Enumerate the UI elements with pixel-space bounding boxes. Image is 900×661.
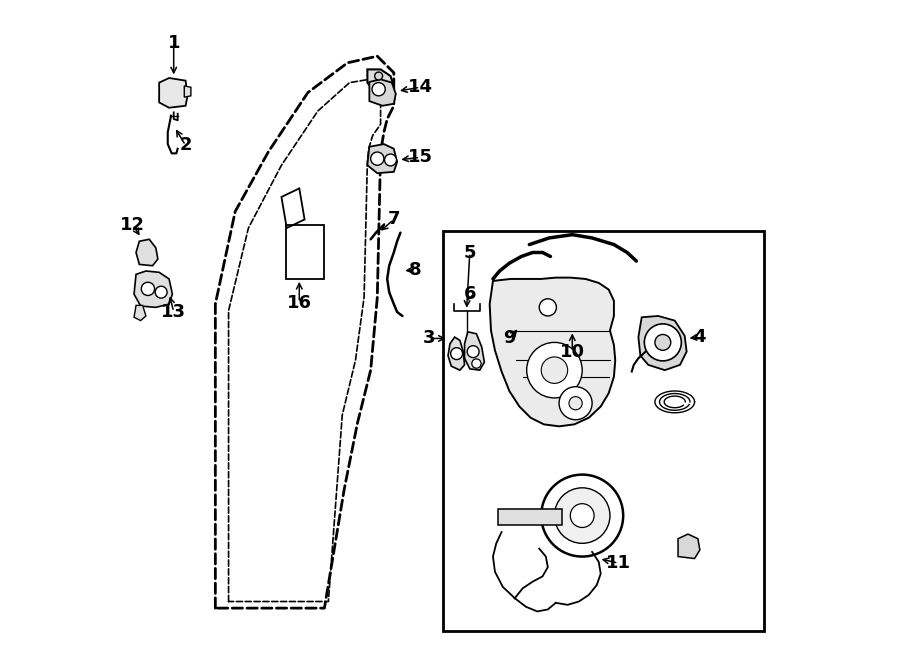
Circle shape	[467, 346, 479, 358]
Text: 14: 14	[408, 78, 433, 97]
Circle shape	[526, 342, 582, 398]
Polygon shape	[369, 79, 396, 106]
Text: 7: 7	[388, 210, 400, 229]
Circle shape	[571, 504, 594, 527]
Polygon shape	[184, 86, 191, 97]
Polygon shape	[134, 271, 173, 307]
Text: 3: 3	[423, 329, 435, 348]
Text: 1: 1	[167, 34, 180, 52]
Circle shape	[554, 488, 610, 543]
Polygon shape	[490, 278, 616, 426]
Circle shape	[541, 475, 623, 557]
Circle shape	[384, 154, 397, 166]
Text: 11: 11	[606, 554, 631, 572]
Text: 9: 9	[503, 329, 516, 348]
Circle shape	[141, 282, 155, 295]
Circle shape	[539, 299, 556, 316]
Text: 6: 6	[464, 285, 476, 303]
Circle shape	[472, 359, 482, 368]
Text: 15: 15	[408, 148, 433, 167]
Polygon shape	[136, 239, 158, 266]
Bar	[444, 231, 764, 631]
Circle shape	[155, 286, 167, 298]
Circle shape	[374, 72, 382, 80]
Bar	[498, 509, 562, 525]
Text: 10: 10	[560, 342, 585, 361]
Polygon shape	[464, 332, 484, 370]
Circle shape	[655, 334, 670, 350]
Polygon shape	[678, 534, 700, 559]
Circle shape	[451, 348, 463, 360]
Polygon shape	[159, 78, 187, 108]
Text: 13: 13	[161, 303, 186, 321]
Text: 2: 2	[179, 136, 192, 155]
Text: 4: 4	[694, 328, 706, 346]
Text: 12: 12	[121, 215, 145, 234]
Circle shape	[569, 397, 582, 410]
Circle shape	[644, 324, 681, 361]
Polygon shape	[134, 305, 146, 321]
Text: 5: 5	[464, 243, 476, 262]
Polygon shape	[448, 337, 464, 370]
Circle shape	[559, 387, 592, 420]
Bar	[286, 225, 324, 279]
Circle shape	[371, 152, 384, 165]
Text: 8: 8	[410, 260, 422, 279]
Polygon shape	[367, 144, 397, 173]
Circle shape	[541, 357, 568, 383]
Polygon shape	[638, 316, 687, 370]
Circle shape	[372, 83, 385, 96]
Text: 16: 16	[287, 293, 311, 312]
Polygon shape	[367, 69, 394, 93]
